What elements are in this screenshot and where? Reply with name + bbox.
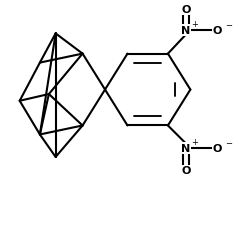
Text: O: O [181,5,191,15]
Text: O: O [181,166,191,176]
Text: O: O [213,26,222,36]
Text: −: − [225,138,232,147]
Text: +: + [191,137,198,146]
Text: N: N [181,26,190,36]
Text: −: − [225,21,232,30]
Text: N: N [181,143,190,153]
Text: +: + [191,20,198,29]
Text: O: O [213,143,222,153]
